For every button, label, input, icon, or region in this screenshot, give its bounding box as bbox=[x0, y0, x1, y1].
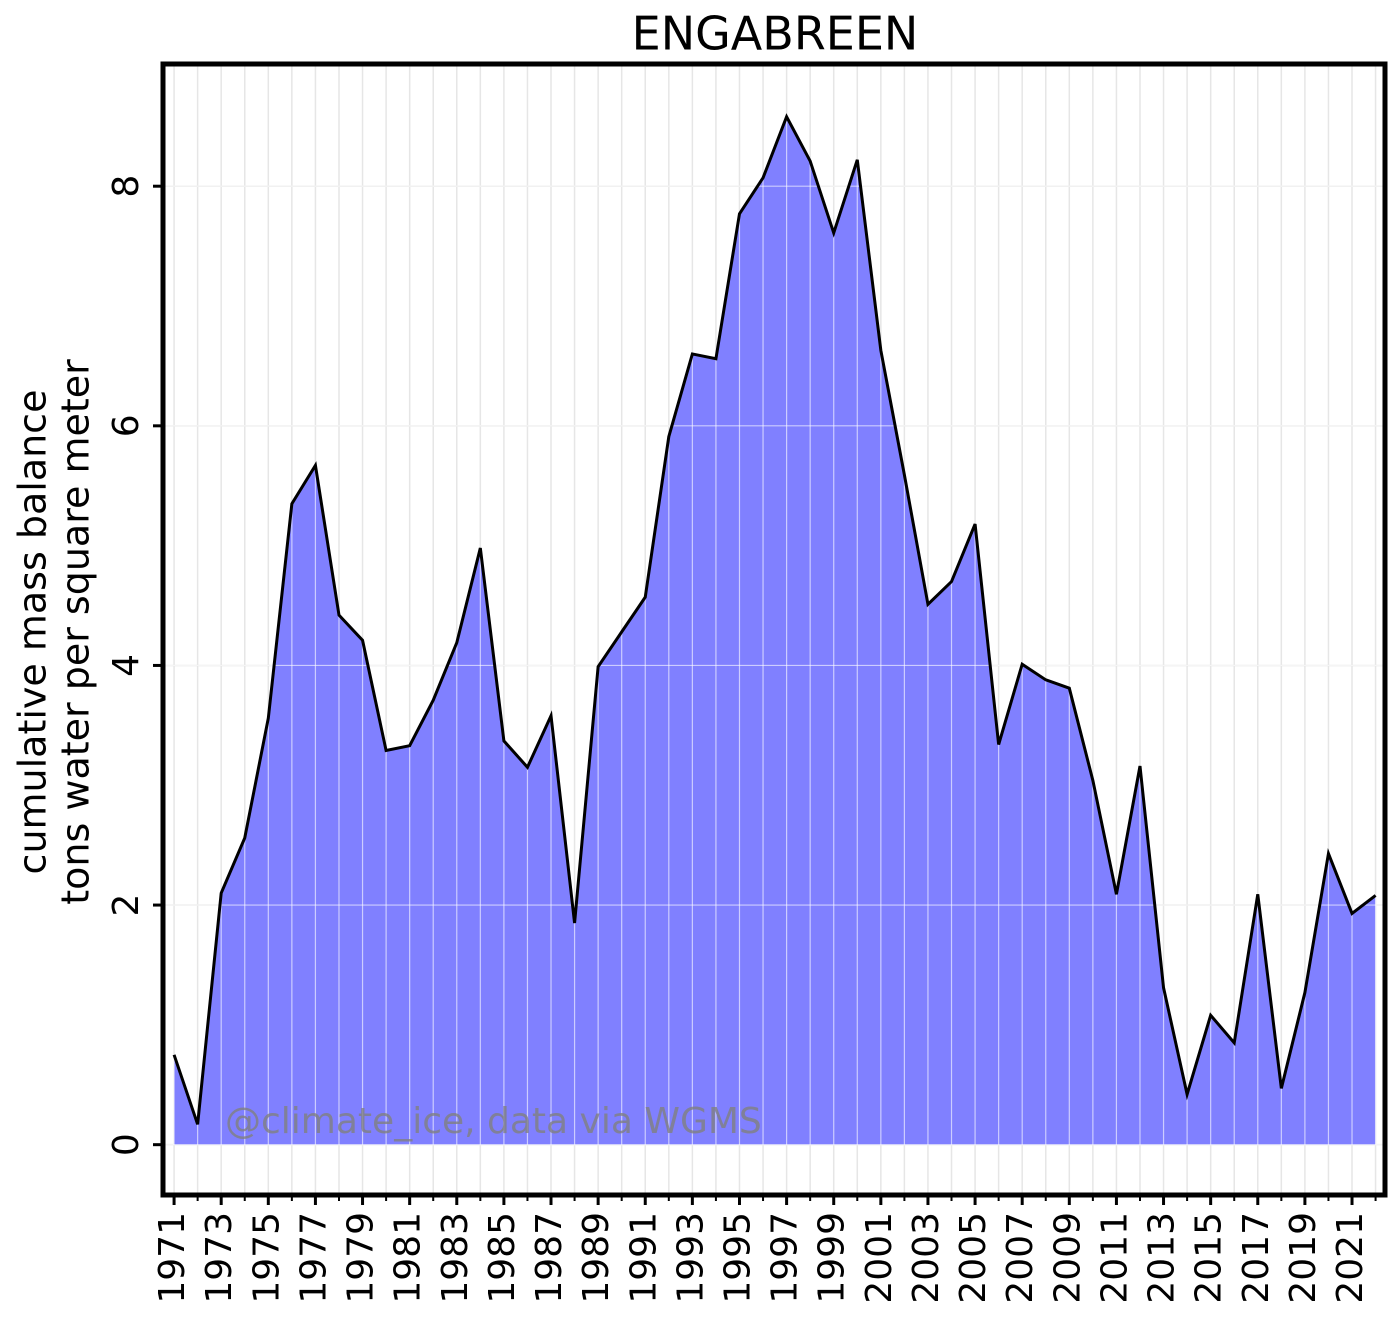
chart-title: ENGABREEN bbox=[632, 7, 919, 61]
x-tick-label: 1971 bbox=[152, 1212, 193, 1304]
annotation: @climate_ice, data via WGMS bbox=[225, 1101, 762, 1142]
x-tick-label: 1995 bbox=[717, 1212, 758, 1304]
y-axis-label: tons water per square meter bbox=[54, 359, 98, 905]
y-tick-label: 0 bbox=[106, 1133, 147, 1156]
x-tick-label: 1977 bbox=[293, 1212, 334, 1304]
x-tick-label: 2011 bbox=[1094, 1212, 1135, 1304]
x-tick-label: 2007 bbox=[1000, 1212, 1041, 1304]
x-tick-label: 2021 bbox=[1330, 1212, 1371, 1304]
x-tick-label: 1981 bbox=[388, 1212, 429, 1304]
x-tick-label: 2005 bbox=[953, 1212, 994, 1304]
frame bbox=[160, 61, 1388, 1198]
x-tick-label: 1983 bbox=[435, 1212, 476, 1304]
x-tick-label: 1991 bbox=[623, 1212, 664, 1304]
x-tick-label: 1985 bbox=[482, 1212, 523, 1304]
x-tick-label: 2015 bbox=[1189, 1212, 1230, 1304]
x-tick-label: 1979 bbox=[341, 1212, 382, 1304]
y-tick-label: 6 bbox=[106, 414, 147, 437]
line bbox=[172, 113, 1377, 1125]
x-tick-label: 2009 bbox=[1047, 1212, 1088, 1304]
x-tick-label: 1999 bbox=[812, 1212, 853, 1304]
x-tick-label: 1975 bbox=[246, 1212, 287, 1304]
x-tick-label: 2003 bbox=[906, 1212, 947, 1304]
area bbox=[174, 116, 1376, 1145]
y-tick-label: 4 bbox=[106, 654, 147, 677]
x-tick-label: 1973 bbox=[199, 1212, 240, 1304]
x-tick-label: 2013 bbox=[1142, 1212, 1183, 1304]
x-tick-label: 1987 bbox=[529, 1212, 570, 1304]
y-axis-label: cumulative mass balance bbox=[11, 390, 55, 875]
x-tick-label: 1989 bbox=[576, 1212, 617, 1304]
x-tick-label: 2001 bbox=[859, 1212, 900, 1304]
x-tick-label: 1993 bbox=[670, 1212, 711, 1304]
y-tick-label: 2 bbox=[106, 894, 147, 917]
x-tick-label: 2017 bbox=[1236, 1212, 1277, 1304]
y-tick-label: 8 bbox=[106, 175, 147, 198]
x-tick-label: 1997 bbox=[765, 1212, 806, 1304]
x-tick-label: 2019 bbox=[1283, 1212, 1324, 1304]
